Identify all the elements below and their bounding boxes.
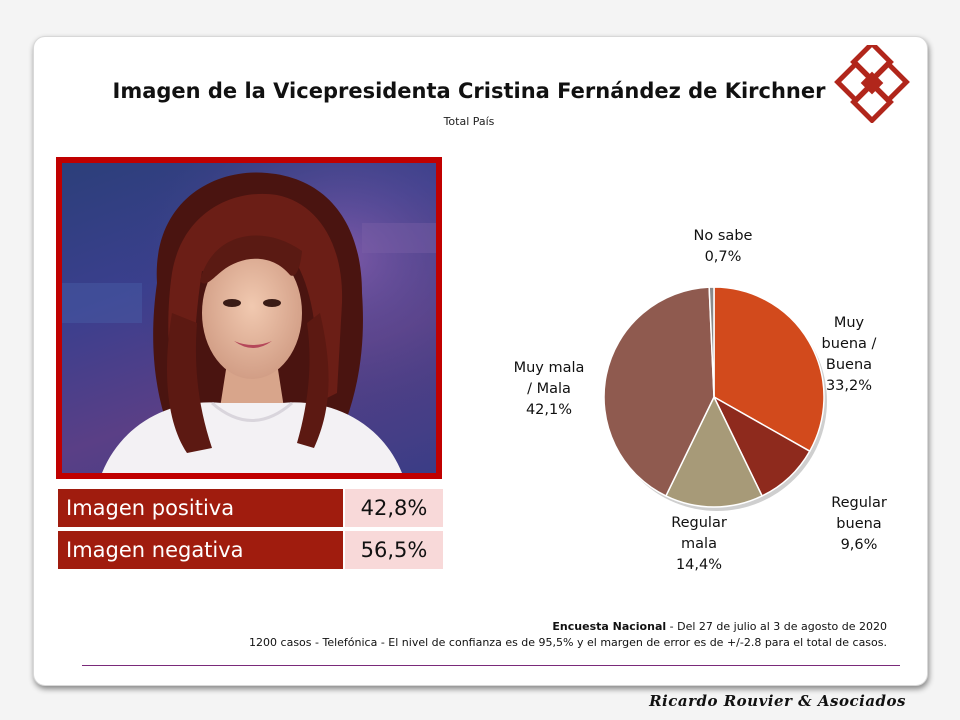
pie-slice-label: No sabe 0,7% xyxy=(694,228,753,265)
survey-info-line: Encuesta Nacional - Del 27 de julio al 3… xyxy=(249,619,887,635)
methodology-note: 1200 casos - Telefónica - El nivel de co… xyxy=(249,636,887,649)
image-summary-table: Imagen positiva 42,8% Imagen negativa 56… xyxy=(58,489,443,573)
footer-divider xyxy=(82,665,900,666)
brand-signature: Ricardo Rouvier & Asociados xyxy=(649,692,906,710)
interlocked-diamonds-logo-icon xyxy=(834,45,910,123)
summary-value: 42,8% xyxy=(345,489,443,527)
survey-name: Encuesta Nacional xyxy=(552,620,667,633)
pie-slice xyxy=(708,286,715,398)
pie-slice xyxy=(713,286,825,453)
pie-slice-label: Muy buena / Buena 33,2% xyxy=(822,315,877,394)
pie-chart: Muy buena / Buena 33,2% Regular buena 9,6% Regu… xyxy=(514,228,887,573)
pie-slice-label: Muy mala / Mala 42,1% xyxy=(514,360,585,418)
survey-footer: Encuesta Nacional - Del 27 de julio al 3… xyxy=(249,619,887,651)
pie-slice-label: Regular mala 14,4% xyxy=(671,515,727,573)
table-row: Imagen positiva 42,8% xyxy=(58,489,443,527)
pie-slice xyxy=(664,395,764,508)
portrait-photo-icon xyxy=(62,163,436,473)
summary-value: 56,5% xyxy=(345,531,443,569)
page-title: Imagen de la Vicepresidenta Cristina Fer… xyxy=(112,79,826,103)
pie-slice xyxy=(603,286,715,497)
portrait-photo-frame xyxy=(56,157,442,479)
page-subtitle: Total País xyxy=(443,115,495,128)
table-row: Imagen negativa 56,5% xyxy=(58,531,443,569)
summary-label: Imagen negativa xyxy=(58,531,343,569)
summary-label: Imagen positiva xyxy=(58,489,343,527)
portrait-photo xyxy=(62,163,436,473)
survey-dates: - Del 27 de julio al 3 de agosto de 2020 xyxy=(666,620,887,633)
pie-slice-label: Regular buena 9,6% xyxy=(831,495,887,553)
slide: Imagen de la Vicepresidenta Cristina Fer… xyxy=(33,36,928,686)
